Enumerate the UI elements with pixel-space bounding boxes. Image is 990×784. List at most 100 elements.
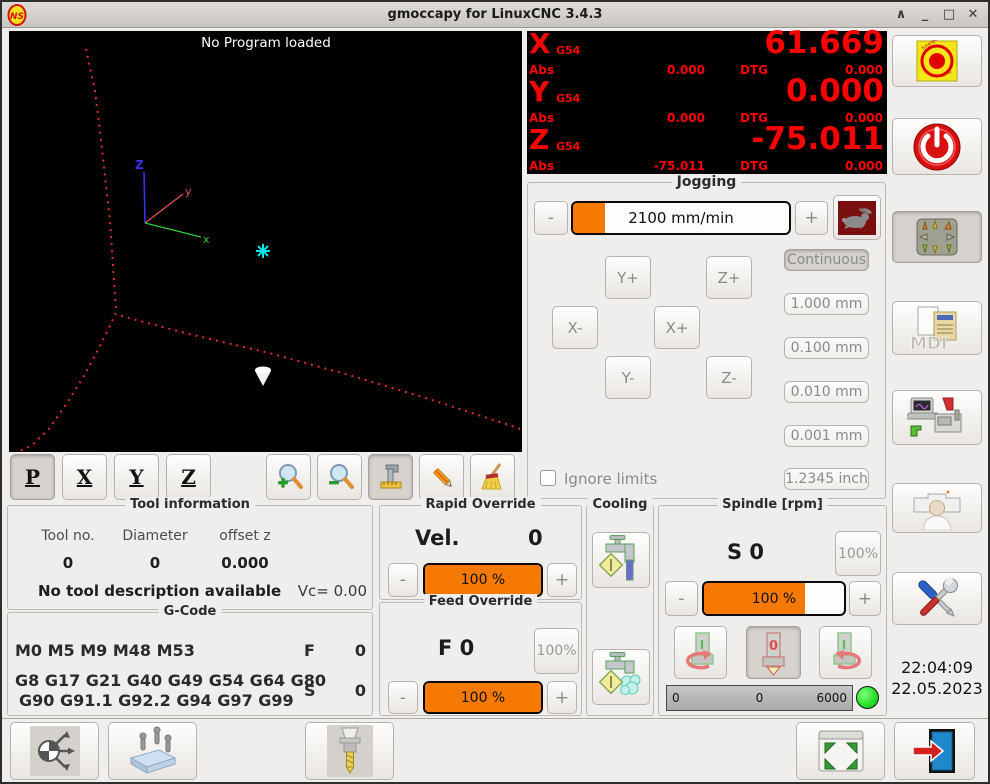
spindle-plus-button[interactable]: +: [849, 581, 881, 616]
cooling-frame: Cooling: [586, 497, 654, 716]
jog-x-plus-button[interactable]: X+: [654, 306, 700, 349]
feed-override-value: 100 %: [460, 689, 506, 706]
feed-plus-button[interactable]: +: [547, 681, 577, 714]
svg-text:x: x: [203, 233, 210, 246]
view-p-button[interactable]: P: [10, 454, 55, 500]
user-settings-button[interactable]: [892, 483, 982, 533]
increment-01mm-button[interactable]: 0.100 mm: [784, 337, 869, 359]
feed-reset-button[interactable]: 100%: [534, 628, 579, 674]
zoom-out-button[interactable]: [317, 454, 362, 500]
clock: 22:04:09 22.05.2023: [890, 657, 984, 699]
mist-coolant-button[interactable]: [592, 649, 650, 705]
jog-speed-minus-button[interactable]: -: [534, 201, 568, 235]
jog-speed-plus-button[interactable]: +: [795, 201, 828, 235]
spindle-speed-label: S 0: [727, 540, 765, 564]
fullscreen-button[interactable]: [796, 722, 885, 780]
feed-override-fill: [425, 683, 541, 712]
jogging-frame: Jogging - 2100 mm/min + Y+ Z+ X- X+ Y- Z…: [527, 174, 886, 499]
increment-inch-button[interactable]: 1.2345 inch: [784, 468, 869, 490]
machine-on-button[interactable]: [892, 118, 982, 175]
auto-mode-button[interactable]: [892, 390, 982, 445]
edit-gcode-button[interactable]: [419, 454, 464, 500]
dro-coord-system: G54: [556, 44, 581, 57]
origin-axes-icon: Z y x: [135, 158, 210, 246]
rapid-override-fill: [425, 565, 541, 595]
tool-no-header: Tool no.: [41, 528, 95, 544]
spindle-cw-button[interactable]: I: [819, 626, 872, 679]
tool-settings-button[interactable]: [305, 722, 394, 780]
machine-limit-left: [85, 48, 117, 312]
window-title: gmoccapy for LinuxCNC 3.4.3: [387, 7, 603, 22]
offset-z-value: 0.000: [221, 554, 269, 572]
spindle-stop-icon: 0: [761, 631, 785, 676]
minimize-button[interactable]: _: [921, 7, 929, 22]
flood-coolant-button[interactable]: [592, 532, 650, 588]
view-z-button[interactable]: Z: [166, 454, 211, 500]
view-x-button[interactable]: X: [62, 454, 107, 500]
gcode-title: G-Code: [158, 604, 222, 619]
manual-mode-button[interactable]: [892, 211, 982, 263]
settings-button[interactable]: [892, 572, 982, 625]
dro-axis-letter: Y: [529, 75, 550, 108]
ignore-limits-checkbox[interactable]: [540, 470, 556, 486]
touch-off-button[interactable]: [10, 722, 99, 780]
rapid-plus-button[interactable]: +: [547, 563, 577, 597]
rapid-override-frame: Rapid Override Vel. 0 - 100 % +: [379, 497, 582, 600]
dro-axis-letter: Z: [529, 123, 550, 156]
spindle-minus-button[interactable]: -: [665, 581, 698, 616]
jog-x-minus-button[interactable]: X-: [552, 306, 598, 349]
rapid-minus-button[interactable]: -: [388, 563, 418, 597]
dro-row-z: Z G54 -75.011 Abs -75.011 DTG 0.000: [527, 121, 887, 174]
view-y-button[interactable]: Y: [114, 454, 159, 500]
app-logo-icon: NS: [7, 4, 27, 26]
spindle-ccw-button[interactable]: I: [674, 626, 727, 679]
shade-window-button[interactable]: ∧: [895, 7, 907, 22]
increment-continuous-button[interactable]: Continuous: [784, 249, 869, 271]
rapid-override-title: Rapid Override: [420, 497, 541, 512]
touch-plate-button[interactable]: [108, 722, 197, 780]
jog-speed-toggle-button[interactable]: [833, 195, 881, 240]
increment-1mm-button[interactable]: 1.000 mm: [784, 293, 869, 315]
jog-speed-value: 2100 mm/min: [628, 209, 734, 227]
gremlin-preview[interactable]: No Program loaded Z y x: [9, 31, 522, 453]
dro-abs-value: 0.000: [667, 63, 705, 77]
dro-abs-label: Abs: [529, 159, 555, 173]
logo-text: NS: [10, 12, 24, 22]
estop-button[interactable]: Emergency Stop: [892, 35, 982, 87]
feed-override-slider[interactable]: 100 %: [423, 681, 543, 714]
jog-z-plus-button[interactable]: Z+: [706, 256, 752, 299]
time-value: 22:04:09: [901, 658, 973, 677]
ignore-limits-label: Ignore limits: [564, 470, 658, 488]
dimensions-button[interactable]: [368, 454, 413, 500]
spindle-override-slider[interactable]: 100 %: [702, 581, 846, 616]
dro-main-value: 0.000: [785, 73, 884, 109]
spindle-stop-button[interactable]: 0: [746, 626, 801, 679]
rapid-override-slider[interactable]: 100 %: [423, 563, 543, 597]
jog-speed-slider[interactable]: 2100 mm/min: [571, 201, 791, 235]
maximize-button[interactable]: □: [942, 7, 956, 22]
jog-z-minus-button[interactable]: Z-: [706, 356, 752, 399]
tools-icon: [918, 575, 958, 617]
increment-0001mm-button[interactable]: 0.001 mm: [784, 425, 869, 447]
dro-panel[interactable]: X G54 61.669 Abs 0.000 DTG 0.000 Y G54 0…: [527, 25, 887, 174]
increment-001mm-button[interactable]: 0.010 mm: [784, 381, 869, 403]
jog-y-minus-button[interactable]: Y-: [605, 356, 651, 399]
jog-y-plus-button[interactable]: Y+: [605, 256, 651, 299]
mdi-mode-button[interactable]: MDI: [892, 301, 982, 355]
close-button[interactable]: ✕: [967, 7, 979, 22]
clear-plot-button[interactable]: [470, 454, 515, 500]
spindle-reset-button[interactable]: 100%: [835, 531, 881, 576]
feed-minus-button[interactable]: -: [388, 681, 418, 714]
feed-override-frame: Feed Override F 0 100% - 100 % +: [379, 594, 582, 716]
tool-information-frame: Tool information Tool no. Diameter offse…: [7, 497, 373, 610]
exit-button[interactable]: [894, 722, 975, 780]
dro-axis-letter: X: [529, 27, 551, 60]
zoom-in-button[interactable]: [266, 454, 311, 500]
feed-override-title: Feed Override: [423, 594, 538, 609]
no-program-message: No Program loaded: [201, 35, 331, 51]
spindle-at-speed-led: [856, 686, 879, 709]
spindle-title: Spindle [rpm]: [717, 497, 828, 512]
f-value: 0: [354, 641, 366, 660]
title-bar[interactable]: NS gmoccapy for LinuxCNC 3.4.3 ∧ _ □ ✕: [2, 2, 988, 28]
